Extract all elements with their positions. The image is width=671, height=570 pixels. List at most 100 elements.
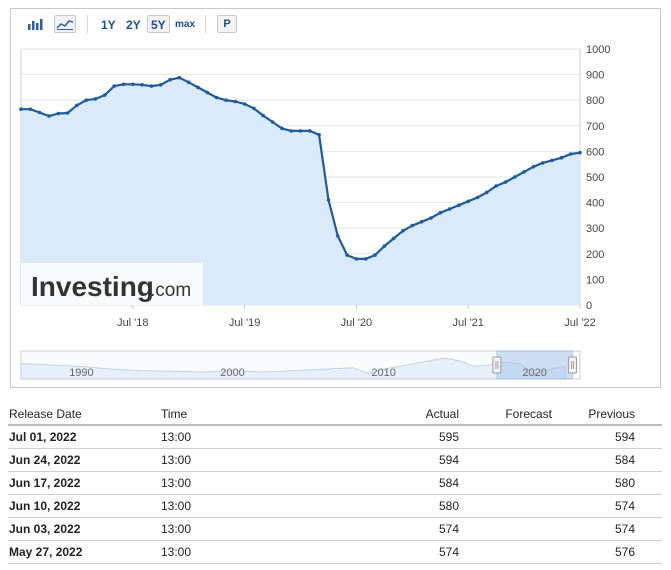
chart-panel: 1Y 2Y 5Y max P Investing .com 0 100 200 300… bbox=[10, 8, 661, 388]
data-point bbox=[168, 77, 172, 82]
data-point bbox=[568, 152, 573, 156]
header-time: Time bbox=[161, 407, 188, 421]
toolbar-separator bbox=[87, 15, 88, 33]
data-point bbox=[205, 90, 210, 95]
range-5y-button[interactable]: 5Y bbox=[147, 15, 170, 33]
range-2y-button[interactable]: 2Y bbox=[126, 18, 141, 32]
data-point bbox=[233, 99, 238, 104]
previous-cell: 574 bbox=[614, 499, 635, 513]
data-point bbox=[438, 211, 443, 215]
x-tick-label: Jul '18 bbox=[117, 317, 148, 329]
data-point bbox=[578, 150, 582, 155]
data-point bbox=[559, 156, 564, 160]
bar-chart-icon[interactable] bbox=[24, 15, 46, 33]
table-row: Jun 10, 2022 13:00 580 574 bbox=[8, 495, 662, 518]
navigator-window[interactable] bbox=[496, 350, 573, 380]
navigator-year-label: 2000 bbox=[220, 367, 244, 379]
time-cell: 13:00 bbox=[161, 476, 192, 490]
data-point bbox=[401, 229, 405, 233]
range-max-button[interactable]: max bbox=[175, 19, 196, 30]
release-date-cell: Jul 01, 2022 bbox=[9, 430, 77, 444]
data-point bbox=[242, 102, 247, 106]
time-cell: 13:00 bbox=[161, 499, 192, 513]
area-chart-icon[interactable] bbox=[54, 15, 76, 33]
data-point bbox=[280, 126, 284, 131]
previous-cell: 580 bbox=[614, 476, 635, 490]
data-point bbox=[475, 195, 480, 200]
table-body: Jul 01, 2022 13:00 595 594 Jun 24, 2022 13:00… bbox=[8, 426, 662, 564]
investing-logo: Investing .com bbox=[21, 263, 203, 305]
time-cell: 13:00 bbox=[161, 453, 192, 467]
navigator-year-label: 2020 bbox=[522, 367, 546, 379]
data-point bbox=[214, 95, 219, 100]
logo-brand: Investing bbox=[31, 271, 154, 302]
actual-cell: 574 bbox=[438, 545, 459, 559]
series-area bbox=[21, 77, 580, 305]
release-date-cell: Jun 03, 2022 bbox=[9, 522, 81, 536]
x-axis: Jul '18 Jul '19 Jul '20 Jul '21 Jul '22 bbox=[117, 305, 596, 329]
actual-cell: 580 bbox=[438, 499, 459, 513]
header-actual: Actual bbox=[425, 407, 459, 421]
navigator-year-label: 2010 bbox=[371, 367, 395, 379]
data-point bbox=[513, 175, 517, 179]
navigator-year-label: 1990 bbox=[69, 367, 93, 379]
data-point bbox=[131, 82, 135, 87]
data-point bbox=[56, 111, 61, 116]
release-date-cell: Jun 17, 2022 bbox=[9, 476, 81, 490]
release-date-cell: Jun 24, 2022 bbox=[9, 453, 81, 467]
data-point bbox=[429, 216, 433, 220]
range-1y-button[interactable]: 1Y bbox=[101, 18, 116, 32]
data-point bbox=[550, 158, 554, 163]
navigator-handle-left[interactable] bbox=[492, 356, 502, 374]
header-previous: Previous bbox=[588, 407, 635, 421]
y-tick-label: 900 bbox=[586, 70, 604, 82]
data-point bbox=[457, 203, 461, 207]
data-point bbox=[103, 93, 107, 97]
table-row: May 27, 2022 13:00 574 576 bbox=[8, 541, 662, 564]
data-point bbox=[84, 98, 88, 102]
logo-backdrop bbox=[21, 263, 203, 305]
table-row: Jun 03, 2022 13:00 574 574 bbox=[8, 518, 662, 541]
y-tick-label: 0 bbox=[586, 300, 592, 312]
data-point bbox=[373, 253, 377, 257]
navigator-handle-right[interactable] bbox=[567, 356, 577, 374]
data-point bbox=[419, 220, 424, 224]
p-button[interactable]: P bbox=[217, 15, 237, 33]
x-tick-label: Jul '22 bbox=[564, 317, 595, 329]
data-point bbox=[503, 180, 508, 184]
x-tick-label: Jul '21 bbox=[452, 317, 483, 329]
release-date-cell: Jun 10, 2022 bbox=[9, 499, 81, 513]
y-tick-label: 500 bbox=[586, 172, 604, 184]
data-point bbox=[531, 165, 536, 169]
data-point bbox=[410, 223, 415, 228]
time-cell: 13:00 bbox=[161, 430, 192, 444]
header-release-date[interactable]: Release Date bbox=[9, 407, 82, 421]
previous-cell: 584 bbox=[614, 453, 635, 467]
previous-cell: 594 bbox=[614, 430, 635, 444]
release-date-cell: May 27, 2022 bbox=[9, 545, 83, 559]
data-point bbox=[336, 234, 340, 238]
actual-cell: 595 bbox=[438, 430, 459, 444]
data-point bbox=[466, 199, 471, 204]
y-axis: 0 100 200 300 400 500 600 700 800 900 1000 bbox=[586, 44, 610, 312]
chart-toolbar: 1Y 2Y 5Y max P bbox=[11, 9, 660, 39]
series-line bbox=[19, 75, 582, 261]
data-point bbox=[485, 190, 489, 195]
logo-suffix: .com bbox=[150, 280, 191, 301]
actual-cell: 574 bbox=[438, 522, 459, 536]
data-point bbox=[261, 113, 265, 118]
data-point bbox=[47, 114, 51, 118]
data-point bbox=[93, 97, 98, 101]
y-tick-label: 800 bbox=[586, 95, 604, 107]
data-point bbox=[186, 80, 191, 85]
data-point bbox=[447, 207, 452, 211]
x-tick-label: Jul '19 bbox=[229, 317, 260, 329]
data-point bbox=[298, 129, 303, 133]
data-point bbox=[37, 110, 42, 115]
y-tick-label: 100 bbox=[586, 274, 604, 286]
y-tick-label: 300 bbox=[586, 223, 604, 235]
data-point bbox=[354, 257, 359, 261]
range-navigator[interactable]: 1990 2000 2010 2020 bbox=[20, 350, 581, 380]
previous-cell: 574 bbox=[614, 522, 635, 536]
data-point bbox=[382, 244, 387, 248]
